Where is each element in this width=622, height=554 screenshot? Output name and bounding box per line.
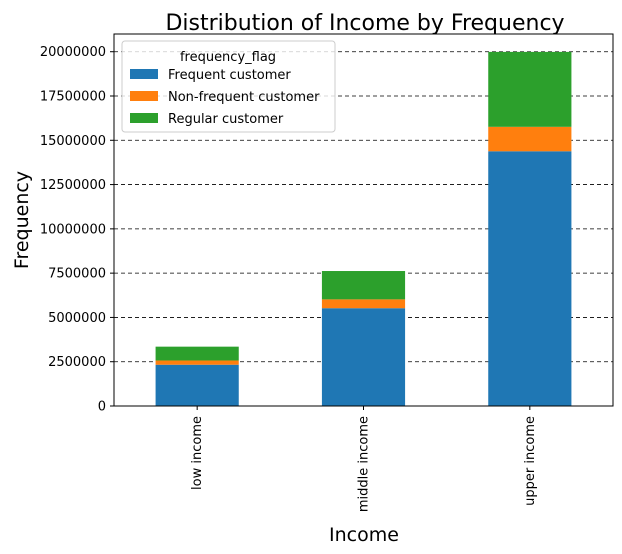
- legend-swatch: [130, 69, 158, 79]
- y-tick-label: 5000000: [48, 311, 106, 326]
- x-axis: low income middle income upper income: [190, 406, 538, 512]
- y-tick-label: 0: [98, 400, 106, 415]
- bar-segment: [155, 346, 239, 361]
- x-tick-label: upper income: [523, 416, 538, 506]
- y-tick-label: 15000000: [40, 134, 106, 149]
- legend-box: [121, 40, 336, 133]
- bar-segment: [321, 299, 406, 309]
- y-tick-label: 7500000: [48, 267, 106, 282]
- bar-segment: [321, 308, 406, 406]
- y-tick-label: 2500000: [48, 355, 106, 370]
- legend: frequency_flag Frequent customer Non-freq…: [121, 40, 336, 133]
- x-axis-label: Income: [329, 524, 399, 546]
- y-tick-label: 10000000: [40, 222, 106, 237]
- y-axis: 0 2500000 5000000 7500000 10000000 12500000 15…: [40, 45, 114, 415]
- bar-segment: [155, 364, 239, 406]
- legend-swatch: [130, 91, 158, 101]
- legend-entry: Frequent customer: [168, 68, 291, 83]
- bar-segment: [488, 51, 572, 127]
- chart-title: Distribution of Income by Frequency: [165, 11, 564, 36]
- y-tick-label: 12500000: [40, 178, 106, 193]
- bar-segment: [488, 126, 572, 152]
- x-tick-label: middle income: [357, 416, 372, 512]
- legend-entry: Regular customer: [168, 112, 284, 127]
- bar-segment: [488, 151, 572, 406]
- y-tick-label: 20000000: [40, 45, 106, 60]
- bar-segment: [155, 360, 239, 365]
- bar-segment: [321, 271, 406, 300]
- legend-entry: Non-frequent customer: [168, 90, 320, 105]
- y-tick-label: 17500000: [40, 90, 106, 105]
- legend-swatch: [130, 113, 158, 123]
- legend-title: frequency_flag: [180, 50, 276, 65]
- x-tick-label: low income: [190, 416, 205, 490]
- y-axis-label: Frequency: [11, 171, 33, 269]
- bars: [155, 51, 572, 406]
